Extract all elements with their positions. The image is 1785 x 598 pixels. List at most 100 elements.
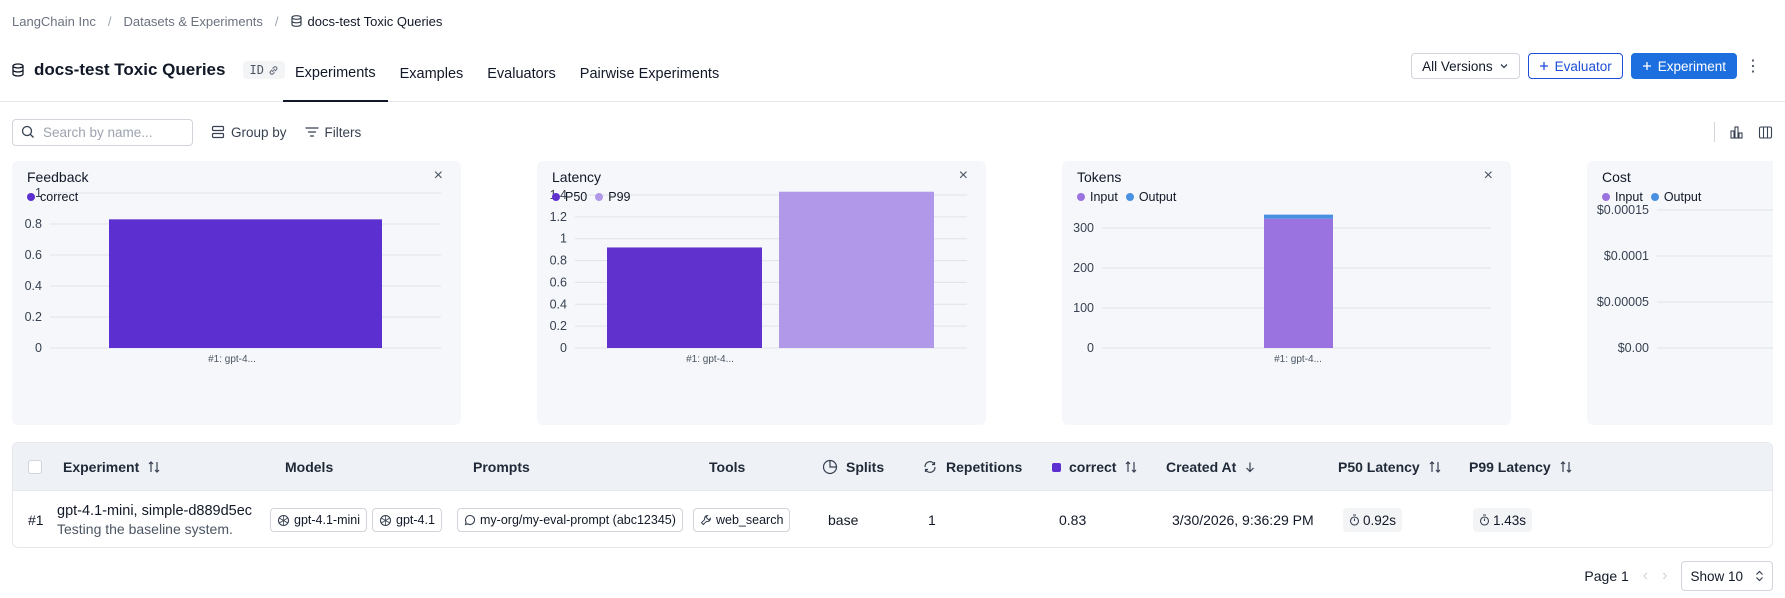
- bar: [779, 191, 934, 348]
- legend-item: Input: [1077, 190, 1118, 204]
- table-header: Experiment Models Prompts Tools Splits R…: [13, 443, 1772, 491]
- legend-dot: [552, 193, 560, 201]
- database-icon: [12, 63, 24, 77]
- next-page-icon[interactable]: ›: [1662, 567, 1668, 584]
- filters-label: Filters: [324, 124, 362, 140]
- split-cell: base: [828, 512, 859, 528]
- column-label: Experiment: [63, 459, 140, 475]
- sort-icon: [1560, 461, 1572, 473]
- column-tools[interactable]: Tools: [709, 459, 746, 475]
- breadcrumb-section[interactable]: Datasets & Experiments: [123, 13, 263, 29]
- columns-icon[interactable]: [1758, 125, 1773, 140]
- filters-button[interactable]: Filters: [304, 124, 362, 140]
- experiment-name[interactable]: gpt-4.1-mini, simple-d889d5ec: [57, 503, 253, 519]
- y-tick-label: 1: [35, 186, 42, 200]
- prompt-chip[interactable]: my-org/my-eval-prompt (abc12345): [457, 508, 683, 532]
- column-experiment[interactable]: Experiment: [63, 443, 161, 491]
- chevron-down-icon: [1500, 64, 1508, 69]
- legend-dot: [1125, 193, 1134, 201]
- header-actions: All Versions Evaluator Experiment ⋮: [1411, 53, 1761, 79]
- bar: [1264, 218, 1333, 348]
- column-label: P99 Latency: [1469, 459, 1551, 475]
- bar: [607, 247, 762, 348]
- y-tick-label: 0: [1087, 341, 1094, 355]
- model-chip[interactable]: gpt-4.1-mini: [270, 508, 367, 532]
- page-label: Page 1: [1584, 568, 1629, 584]
- x-tick-label: #1: gpt-4...: [686, 354, 734, 365]
- column-label: Repetitions: [946, 459, 1023, 475]
- legend-item: Input: [1602, 190, 1643, 204]
- y-tick-label: 0: [35, 341, 42, 355]
- column-models[interactable]: Models: [285, 459, 334, 475]
- sort-icon: [1126, 461, 1137, 473]
- x-tick-label: #1: gpt-4...: [1274, 354, 1322, 365]
- column-repetitions[interactable]: Repetitions: [922, 443, 1022, 491]
- chart-cards: 0 0.2 0.4 0.6 0.8 1 #1: gpt-4... Feedback × co…: [12, 161, 1773, 425]
- breadcrumb-org[interactable]: LangChain Inc: [12, 13, 96, 29]
- created-at-cell: 3/30/2026, 9:36:29 PM: [1172, 512, 1314, 528]
- correct-cell[interactable]: 0.83: [1059, 512, 1087, 528]
- close-icon[interactable]: ×: [1483, 167, 1493, 184]
- add-experiment-button[interactable]: Experiment: [1630, 53, 1737, 79]
- column-label: P50 Latency: [1338, 459, 1420, 475]
- more-options-icon[interactable]: ⋮: [1745, 58, 1761, 75]
- column-prompts[interactable]: Prompts: [473, 459, 530, 475]
- divider: [1714, 122, 1715, 142]
- column-label: Created At: [1166, 459, 1237, 475]
- page-title: docs-test Toxic Queries: [34, 60, 226, 79]
- group-by-button[interactable]: Group by: [211, 125, 287, 140]
- y-tick-label: 100: [1073, 301, 1094, 315]
- openai-icon: [277, 514, 290, 526]
- breadcrumb-current: docs-test Toxic Queries: [290, 14, 442, 29]
- tabs: Experiments Examples Evaluators Pairwise…: [283, 46, 731, 102]
- tab-pairwise-experiments[interactable]: Pairwise Experiments: [579, 66, 720, 82]
- card-title: Latency: [552, 169, 602, 185]
- id-chip[interactable]: ID: [243, 61, 285, 79]
- tab-experiments[interactable]: Experiments: [283, 46, 388, 102]
- y-tick-label: $0.0001: [1604, 249, 1649, 263]
- column-splits[interactable]: Splits: [822, 443, 884, 491]
- tab-examples[interactable]: Examples: [399, 66, 464, 82]
- experiment-cell[interactable]: gpt-4.1-mini, simple-d889d5ec Testing th…: [57, 491, 253, 547]
- column-created-at[interactable]: Created At: [1166, 443, 1256, 491]
- cost-chart: $0.00 $0.00005 $0.0001 $0.00015: [1597, 203, 1773, 355]
- column-p99-latency[interactable]: P99 Latency: [1469, 443, 1573, 491]
- breadcrumb-separator: /: [274, 13, 279, 29]
- y-tick-label: 0.4: [25, 279, 42, 293]
- legend-dot: [1602, 193, 1610, 201]
- chart-legend: Input Output: [1602, 190, 1701, 204]
- tab-evaluators[interactable]: Evaluators: [487, 66, 556, 82]
- close-icon[interactable]: ×: [958, 167, 968, 184]
- feedback-color-swatch: [1052, 462, 1061, 472]
- latency-value: 0.92s: [1363, 512, 1397, 528]
- versions-select[interactable]: All Versions: [1411, 53, 1520, 79]
- p50-latency-cell: 0.92s: [1343, 491, 1403, 547]
- feedback-chart: 0 0.2 0.4 0.6 0.8 1 #1: gpt-4...: [25, 186, 441, 365]
- view-toggles: [1714, 118, 1773, 146]
- title-wrap: docs-test Toxic Queries ID: [12, 60, 285, 80]
- column-p50-latency[interactable]: P50 Latency: [1338, 443, 1442, 491]
- feedback-card: 0 0.2 0.4 0.6 0.8 1 #1: gpt-4... Feedback × co…: [12, 161, 461, 425]
- chart-view-icon[interactable]: [1729, 125, 1744, 140]
- models-cell: gpt-4.1-mini gpt-4.1: [270, 491, 447, 547]
- table-row[interactable]: #1 gpt-4.1-mini, simple-d889d5ec Testing…: [13, 491, 1772, 547]
- x-tick-label: #1: gpt-4...: [208, 354, 256, 365]
- legend-dot: [27, 193, 35, 201]
- search-input[interactable]: [43, 124, 183, 140]
- bar: [1264, 214, 1333, 219]
- column-correct[interactable]: correct: [1052, 443, 1138, 491]
- model-chip[interactable]: gpt-4.1: [372, 508, 442, 532]
- latency-chart: 00.20.40.60.811.21.4#1: gpt-4...: [550, 188, 967, 365]
- search-box[interactable]: [12, 118, 193, 146]
- add-evaluator-button[interactable]: Evaluator: [1527, 53, 1623, 79]
- previous-page-icon[interactable]: ‹: [1642, 567, 1649, 584]
- refresh-icon: [924, 461, 936, 473]
- close-icon[interactable]: ×: [433, 167, 443, 184]
- tool-chip[interactable]: web_search: [693, 508, 791, 532]
- page-size-select[interactable]: Show 10: [1681, 561, 1773, 591]
- sort-icon: [148, 461, 160, 473]
- group-icon: [211, 125, 225, 139]
- wrench-icon: [700, 514, 712, 526]
- select-all-checkbox[interactable]: [28, 460, 42, 474]
- legend-label: correct: [40, 190, 79, 204]
